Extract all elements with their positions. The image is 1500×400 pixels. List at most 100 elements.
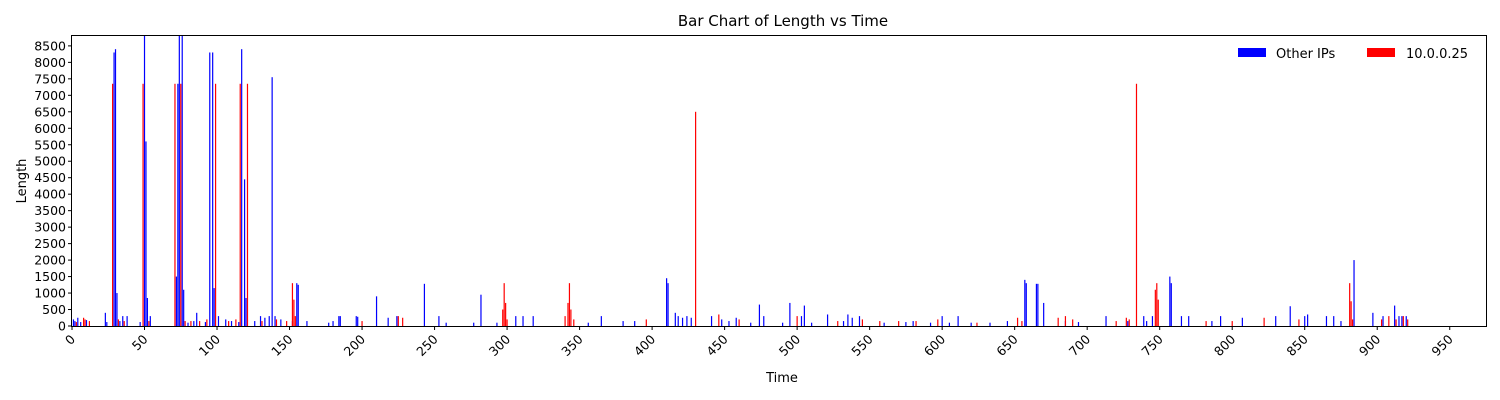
y-tick-label: 0 [58,319,66,334]
bar [948,322,951,326]
bar [1016,317,1019,326]
bar [187,322,189,326]
bar [445,322,447,326]
bar [104,312,106,326]
bar [1340,321,1342,326]
y-tick-label: 7500 [34,71,66,86]
x-axis-label: Time [765,371,798,386]
series-10-0-0-25 [75,83,1409,326]
bar [1407,319,1409,326]
bar [505,302,507,326]
legend-label-other-ips: Other IPs [1276,47,1335,62]
bar [271,77,273,326]
bar [1351,319,1354,326]
bar [1077,322,1080,326]
bar [387,317,389,326]
bar [212,52,214,326]
bar [146,297,149,326]
bar [235,319,237,326]
bar [1035,283,1038,326]
bar [1024,279,1026,326]
bar [397,316,399,326]
bar [587,322,589,326]
bar [1298,319,1300,326]
bar [142,83,144,326]
bar [1349,283,1351,326]
bar [1402,316,1404,326]
bar [710,316,713,326]
bar [1021,321,1023,326]
bar [1380,319,1383,326]
bar [275,319,278,326]
bar [1064,316,1067,326]
bar [763,316,765,326]
bar [858,316,861,326]
y-tick-label: 2000 [34,253,66,268]
bar [1401,316,1403,326]
bar [239,83,241,326]
bar [174,83,176,326]
bar [438,316,440,326]
bar [106,322,108,326]
y-tick-label: 5500 [34,137,66,152]
bar [375,296,378,326]
bar [782,322,784,326]
bar [674,312,676,326]
y-tick-label: 500 [42,302,66,317]
bar [84,319,86,326]
bar [77,317,79,326]
bar [570,309,572,326]
legend: Other IPs 10.0.0.25 [1238,47,1468,62]
bar [193,321,195,326]
bar [1154,289,1156,326]
bar [515,316,517,326]
legend-swatch-10-0-0-25 [1367,48,1395,57]
y-tick-label: 6500 [34,104,66,119]
bar [503,283,505,326]
bar [297,284,299,326]
bar [75,322,77,326]
bar [1180,316,1183,326]
plot-frame [71,35,1487,327]
bar [357,316,359,326]
bar [126,316,128,326]
bar [243,179,246,326]
bar [149,316,151,326]
bar [296,283,298,326]
bar [915,321,917,326]
bar [180,83,182,326]
bar [261,321,263,326]
y-tick-label: 1000 [34,286,66,301]
bar [238,322,240,326]
bar [306,321,308,326]
bar [268,316,270,326]
bar [1037,283,1039,326]
y-tick-label: 1500 [34,269,66,284]
bar [264,317,266,326]
bar [1169,276,1171,326]
bar [204,322,207,326]
bar [496,322,498,326]
bar [181,36,183,326]
bar [184,321,186,326]
bar [976,322,978,326]
bar [143,36,146,326]
bar [690,317,692,326]
bar [209,52,211,326]
bar [83,317,85,326]
bar [851,317,853,326]
bar [139,322,141,326]
bar [1072,319,1074,326]
bar [480,294,482,326]
bar [1006,321,1009,326]
bar [291,283,294,326]
y-tick-label: 5000 [34,154,66,169]
bar [113,52,115,326]
bar [929,322,932,326]
bar [88,321,90,326]
bar [861,319,863,326]
bar [970,322,972,326]
bar [842,321,845,326]
bar [1205,321,1207,326]
